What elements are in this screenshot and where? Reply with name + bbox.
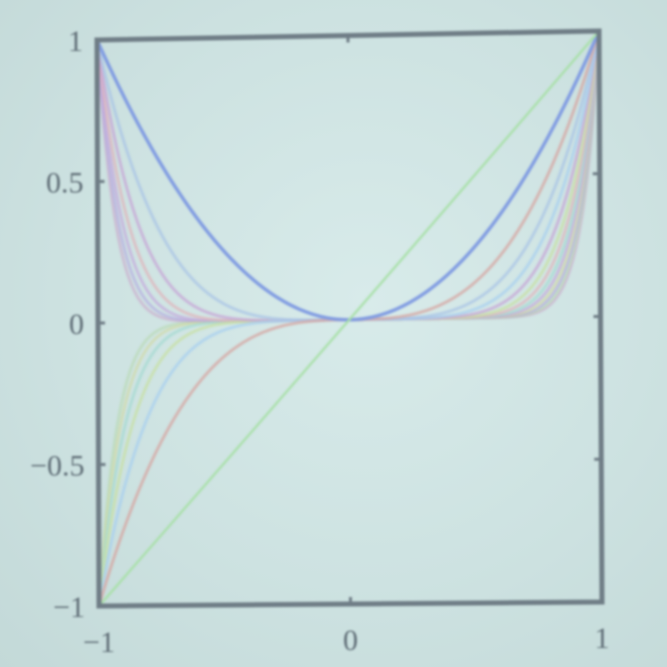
curves-layer [95, 30, 601, 607]
curve-x-power-2 [95, 30, 601, 322]
tick-labels-layer: 1 0.5 0 −0.5 −1−1 0 1 [30, 25, 609, 659]
y-tick-label: 0 [69, 308, 84, 341]
ticks-layer [97, 35, 602, 604]
y-tick-label: 1 [68, 25, 83, 58]
x-tick-label: 1 [595, 622, 610, 655]
curve-x-power-1 [98, 30, 600, 607]
y-tick-label: −0.5 [30, 450, 84, 483]
plot-frame [94, 28, 605, 609]
x-tick-label: 0 [343, 624, 358, 657]
y-tick-label: 0.5 [46, 167, 84, 200]
x-tick-label: −1 [83, 626, 115, 659]
y-tick-label: −1 [53, 591, 85, 624]
curve-x-power-4 [95, 30, 601, 322]
